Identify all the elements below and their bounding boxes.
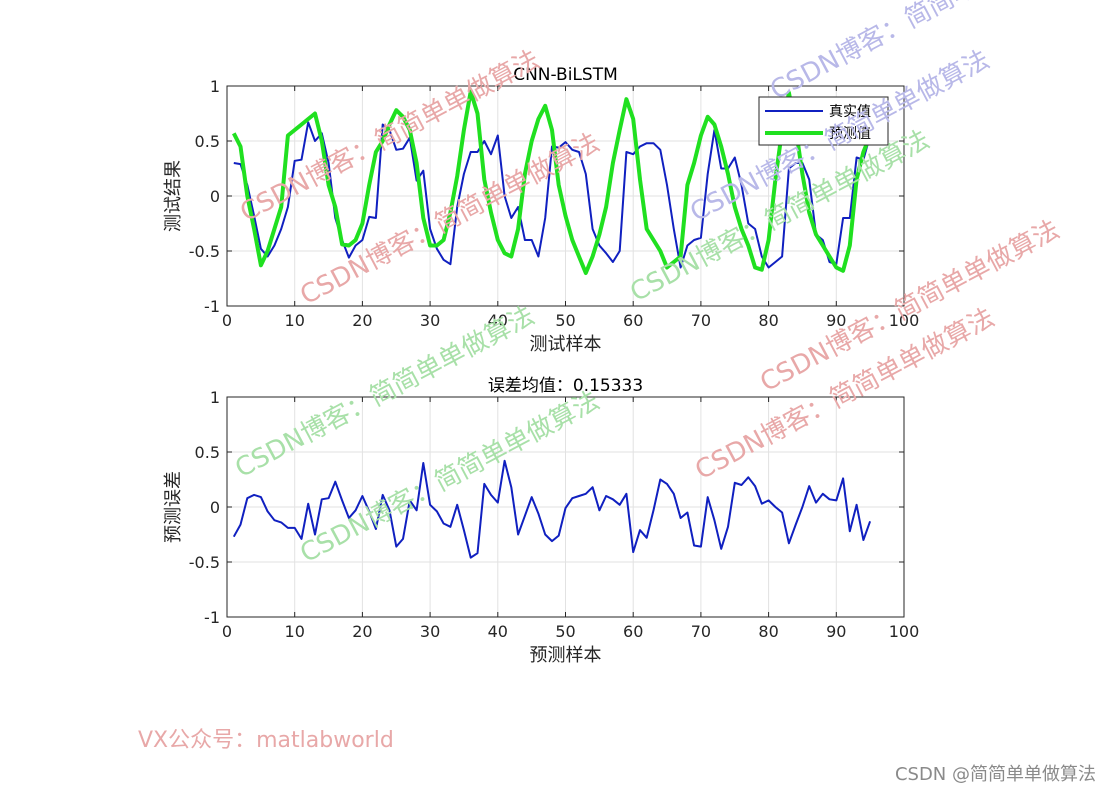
x-tick-label: 10 xyxy=(285,311,305,330)
footer-left-text: VX公众号：matlabworld xyxy=(138,728,394,753)
x-tick-label: 40 xyxy=(488,622,508,641)
x-tick-label: 50 xyxy=(555,622,575,641)
x-tick-label: 90 xyxy=(826,311,846,330)
x-tick-label: 20 xyxy=(352,622,372,641)
x-tick-label: 80 xyxy=(758,622,778,641)
x-tick-label: 100 xyxy=(889,311,920,330)
y-axis-label: 预测误差 xyxy=(163,471,184,543)
y-tick-label: 0.5 xyxy=(195,443,220,462)
x-tick-label: 80 xyxy=(758,311,778,330)
footer-right-text: CSDN @简简单单做算法 xyxy=(894,764,1096,785)
x-tick-label: 70 xyxy=(691,311,711,330)
y-axis-label: 测试结果 xyxy=(163,160,184,232)
x-tick-label: 0 xyxy=(222,311,232,330)
legend-box xyxy=(758,96,889,146)
x-tick-label: 20 xyxy=(352,311,372,330)
x-tick-label: 90 xyxy=(826,622,846,641)
y-tick-label: -0.5 xyxy=(189,553,220,572)
x-tick-label: 30 xyxy=(420,622,440,641)
x-tick-label: 0 xyxy=(222,622,232,641)
x-tick-label: 100 xyxy=(889,622,920,641)
x-tick-label: 40 xyxy=(488,311,508,330)
chart-title: CNN-BiLSTM xyxy=(513,65,618,85)
x-tick-label: 70 xyxy=(691,622,711,641)
axes-box xyxy=(226,85,905,307)
chart-2: 0 10 20 30 40 50 60 70 80 90 100 -1 -0.5 0 0.5 1 误差均值：0.… xyxy=(163,376,919,666)
x-tick-label: 30 xyxy=(420,311,440,330)
legend-entry: 真实值 xyxy=(829,104,871,120)
legend-entry: 预测值 xyxy=(829,126,871,142)
x-tick-label: 60 xyxy=(623,311,643,330)
y-tick-label: -1 xyxy=(204,297,220,316)
y-tick-label: -0.5 xyxy=(189,242,220,261)
axes-box xyxy=(226,396,905,618)
y-tick-label: 0 xyxy=(210,498,220,517)
y-tick-label: -1 xyxy=(204,608,220,627)
chart-1: 0 10 20 30 40 50 60 70 80 90 100 -1 -0.5 0 0.5 1 CNN-BiL… xyxy=(163,65,919,355)
chart-title: 误差均值：0.15333 xyxy=(488,376,643,396)
y-tick-label: 0 xyxy=(210,187,220,206)
series-line-error xyxy=(232,459,872,559)
x-tick-label: 10 xyxy=(285,622,305,641)
y-tick-label: 1 xyxy=(210,388,220,407)
y-tick-label: 1 xyxy=(210,77,220,96)
x-tick-label: 60 xyxy=(623,622,643,641)
series-line-predicted xyxy=(232,89,872,275)
x-tick-label: 50 xyxy=(555,311,575,330)
x-axis-label: 测试样本 xyxy=(530,334,602,355)
x-axis-label: 预测样本 xyxy=(530,645,602,666)
y-tick-label: 0.5 xyxy=(195,132,220,151)
